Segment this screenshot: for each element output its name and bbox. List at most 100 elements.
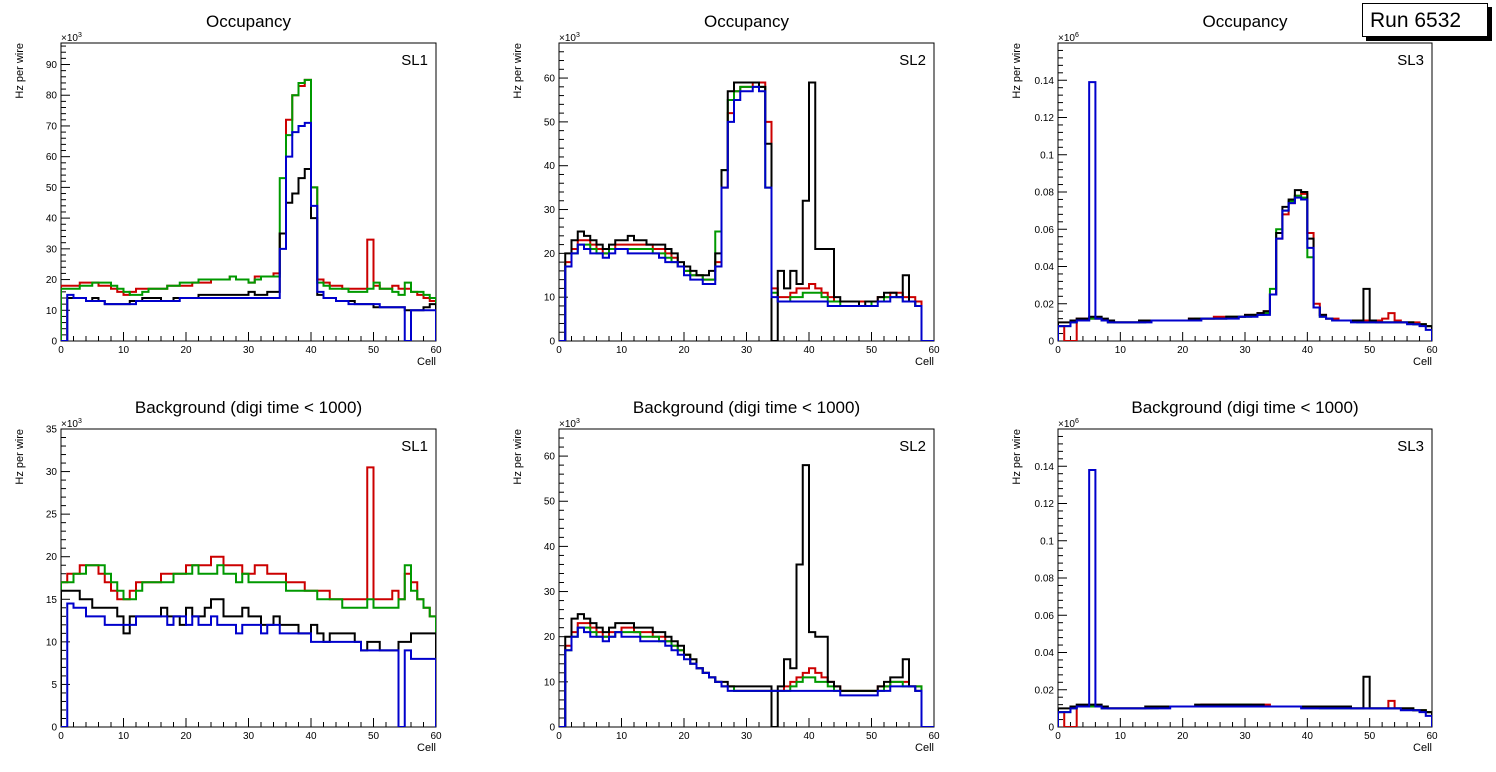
y-tick-label: 0: [549, 337, 555, 348]
y-tick-label: 15: [46, 595, 58, 606]
y-tick-label: 20: [544, 632, 556, 643]
y-tick-label: 0.02: [1035, 299, 1055, 310]
series-green-line: [61, 78, 436, 341]
x-tick-label: 40: [803, 731, 815, 742]
panel-title: Occupancy: [704, 12, 790, 31]
x-tick-label: 10: [616, 731, 628, 742]
y-tick-label: 20: [544, 249, 556, 260]
series-blue-line: [559, 626, 934, 727]
series-blue-line: [61, 602, 436, 727]
y-tick-label: 0.14: [1035, 76, 1055, 87]
x-tick-label: 0: [556, 345, 562, 356]
y-tick-label: 40: [544, 161, 556, 172]
x-tick-label: 50: [1364, 345, 1376, 356]
y-tick-label: 0.14: [1035, 462, 1055, 473]
y-tick-label: 0.08: [1035, 188, 1055, 199]
histogram-panel: Background (digi time < 1000) SL1 0 10 20 30 4…: [14, 398, 442, 754]
series-black-line: [559, 464, 934, 727]
y-tick-label: 10: [544, 677, 556, 688]
series-blue-line: [1058, 468, 1432, 727]
plot-frame: [558, 428, 935, 728]
y-exponent-label: ×106: [1058, 418, 1079, 430]
y-tick-label: 90: [46, 60, 58, 71]
y-tick-label: 10: [46, 306, 58, 317]
series-green-line: [61, 564, 436, 727]
x-axis-title: Cell: [1413, 356, 1432, 368]
x-tick-label: 30: [1239, 731, 1251, 742]
y-tick-label: 0.06: [1035, 611, 1055, 622]
x-tick-label: 20: [1177, 345, 1189, 356]
y-tick-label: 25: [46, 510, 58, 521]
x-tick-label: 40: [305, 731, 317, 742]
series-green-line: [559, 626, 934, 727]
x-tick-label: 30: [741, 345, 753, 356]
series-red-line: [61, 78, 436, 341]
y-exponent-label: ×106: [1058, 32, 1079, 44]
x-axis-title: Cell: [417, 742, 436, 754]
x-tick-label: 20: [678, 731, 690, 742]
x-tick-label: 10: [616, 345, 628, 356]
panel-title: Occupancy: [206, 12, 292, 31]
y-tick-label: 50: [544, 117, 556, 128]
x-tick-label: 60: [430, 345, 442, 356]
series-blue-line: [61, 121, 436, 341]
x-tick-label: 20: [678, 345, 690, 356]
y-tick-label: 60: [544, 452, 556, 463]
y-tick-label: 80: [46, 91, 58, 102]
y-tick-label: 50: [544, 497, 556, 508]
x-tick-label: 0: [1055, 731, 1061, 742]
histogram-panel: Occupancy SL2 0 10 20 30 40 50 60 0 10 20 30 40 50 60 ×1…: [512, 12, 940, 368]
y-axis-title: Hz per wire: [1011, 429, 1023, 485]
superlayer-label: SL2: [899, 52, 926, 69]
series-red-line: [559, 622, 934, 727]
x-tick-label: 20: [180, 345, 192, 356]
x-axis-title: Cell: [915, 742, 934, 754]
y-tick-label: 35: [46, 425, 58, 436]
y-axis-title: Hz per wire: [14, 43, 26, 99]
x-tick-label: 0: [556, 731, 562, 742]
x-tick-label: 60: [430, 731, 442, 742]
y-tick-label: 20: [46, 275, 58, 286]
plot-frame: [1057, 428, 1433, 728]
y-tick-label: 70: [46, 121, 58, 132]
y-tick-label: 0.12: [1035, 499, 1055, 510]
x-tick-label: 10: [118, 731, 130, 742]
x-tick-label: 60: [1426, 731, 1438, 742]
y-exponent-label: ×103: [61, 418, 82, 430]
histogram-panel: Occupancy SL3 0 10 20 30 40 50 60 0 0.02 0.04 0.06 0.…: [1011, 12, 1438, 368]
x-tick-label: 40: [1302, 345, 1314, 356]
series-black-line: [559, 81, 934, 341]
x-tick-label: 30: [1239, 345, 1251, 356]
superlayer-label: SL1: [401, 438, 428, 455]
y-tick-label: 5: [51, 680, 57, 691]
x-axis-title: Cell: [417, 356, 436, 368]
y-tick-label: 60: [544, 74, 556, 85]
y-tick-label: 10: [46, 637, 58, 648]
x-tick-label: 40: [305, 345, 317, 356]
x-tick-label: 10: [1115, 731, 1127, 742]
x-tick-label: 30: [741, 731, 753, 742]
plot-frame: [1057, 42, 1433, 342]
panel-title: Occupancy: [1202, 12, 1288, 31]
series-red-line: [1058, 192, 1432, 341]
panel-title: Background (digi time < 1000): [633, 398, 860, 417]
x-tick-label: 0: [58, 345, 64, 356]
x-tick-label: 50: [866, 731, 878, 742]
y-tick-label: 40: [46, 214, 58, 225]
y-tick-label: 30: [46, 244, 58, 255]
series-red-line: [61, 466, 436, 727]
y-tick-label: 30: [46, 467, 58, 478]
histogram-panel: Background (digi time < 1000) SL3 0 10 20 30 4…: [1011, 398, 1438, 754]
x-tick-label: 0: [1055, 345, 1061, 356]
y-tick-label: 0.04: [1035, 262, 1055, 273]
x-tick-label: 10: [118, 345, 130, 356]
series-black-line: [61, 589, 436, 727]
y-tick-label: 0: [549, 723, 555, 734]
y-tick-label: 0: [1048, 723, 1054, 734]
x-tick-label: 50: [368, 345, 380, 356]
histogram-panel: Background (digi time < 1000) SL2 0 10 20 30 4…: [512, 398, 940, 754]
x-tick-label: 50: [368, 731, 380, 742]
x-axis-title: Cell: [915, 356, 934, 368]
series-blue-line: [559, 85, 934, 341]
